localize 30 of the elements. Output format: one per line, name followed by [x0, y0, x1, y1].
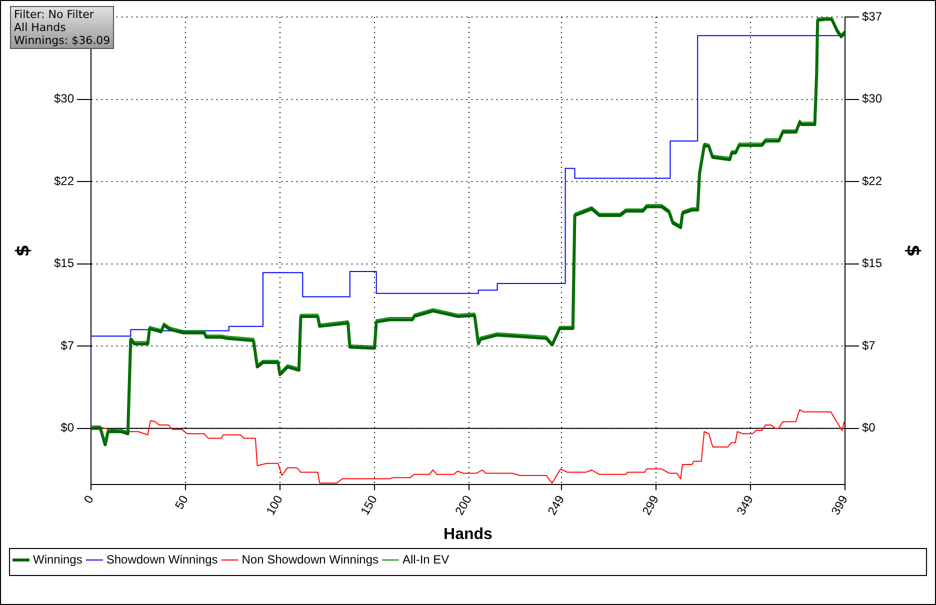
- annotation: Filter: No Filter: [14, 8, 95, 21]
- x-tick-label: 50: [172, 492, 192, 512]
- y2-tick-label: $7: [862, 338, 876, 352]
- y-tick-label: $22: [54, 174, 74, 188]
- legend-label: Showdown Winnings: [106, 552, 218, 566]
- y2-tick-label: $15: [862, 256, 882, 270]
- x-tick-label: 150: [358, 492, 380, 518]
- x-tick-label: 0: [81, 492, 97, 506]
- y-axis-title: $: [12, 244, 34, 257]
- x-axis-title: Hands: [444, 526, 493, 543]
- legend-label: All-In EV: [402, 552, 450, 566]
- x-tick-label: 299: [639, 492, 662, 518]
- y2-axis-title: $: [902, 244, 924, 257]
- x-tick-label: 100: [263, 492, 286, 518]
- legend-label: Winnings: [33, 552, 82, 566]
- x-tick-label: 200: [452, 492, 475, 518]
- y-tick-label: $0: [60, 420, 74, 435]
- text: All Hands: [14, 21, 67, 34]
- annotation: Winnings: $36.09: [14, 34, 110, 47]
- y-tick-label: $7: [60, 338, 74, 352]
- y2-tick-label: $30: [862, 92, 882, 106]
- y2-tick-label: $22: [862, 174, 882, 188]
- x-tick-label: 349: [734, 492, 756, 518]
- y2-tick-label: $0: [862, 420, 876, 435]
- y-tick-label: $15: [54, 256, 74, 270]
- y-tick-label: $30: [54, 92, 74, 106]
- legend-label: Non Showdown Winnings: [242, 552, 378, 566]
- x-tick-label: 249: [544, 492, 568, 518]
- x-tick-label: 399: [828, 492, 851, 518]
- y2-tick-label: $37: [862, 9, 882, 24]
